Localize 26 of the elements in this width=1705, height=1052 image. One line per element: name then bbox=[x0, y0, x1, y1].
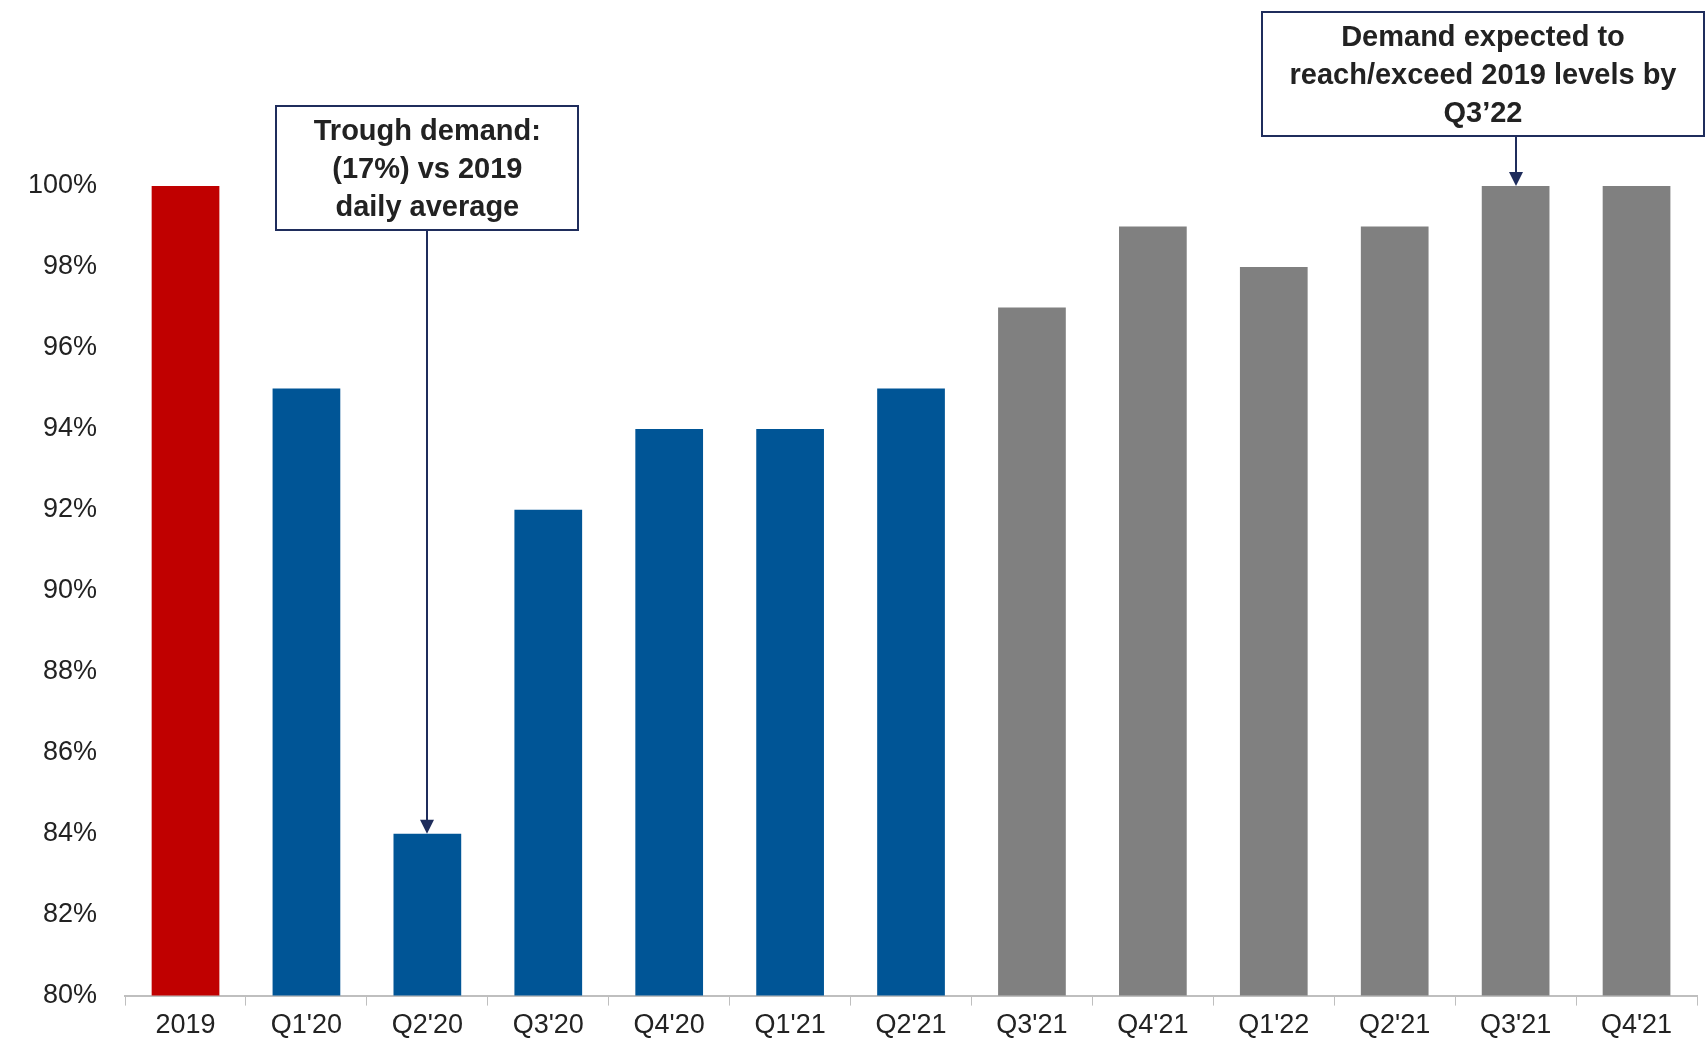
x-tick-label: Q1'21 bbox=[754, 1009, 826, 1040]
annotation: Trough demand: (17%) vs 2019 daily average bbox=[275, 105, 580, 231]
x-tick-label: Q4'21 bbox=[1600, 1009, 1673, 1040]
x-tick-label: Q1'22 bbox=[1238, 1009, 1310, 1040]
y-tick-label: 90% bbox=[43, 574, 98, 605]
y-tick-label: 82% bbox=[43, 898, 98, 929]
x-tick-label: 2019 bbox=[155, 1009, 216, 1040]
y-tick-label: 100% bbox=[27, 169, 98, 200]
text: Demand expected to reach/exceed 2019 levels by Q3’22 bbox=[1261, 11, 1705, 137]
y-tick-label: 88% bbox=[43, 655, 98, 686]
x-tick-label: Q2'21 bbox=[875, 1009, 947, 1040]
x-tick-label: Q4'21 bbox=[1117, 1009, 1189, 1040]
y-tick-label: 96% bbox=[43, 331, 98, 362]
x-tick-label: Q3'21 bbox=[996, 1009, 1068, 1040]
x-tick-label: Q1'20 bbox=[270, 1009, 343, 1040]
x-tick-label: Q4'20 bbox=[633, 1009, 705, 1040]
x-tick-label: Q3'21 bbox=[1480, 1009, 1552, 1040]
y-tick-label: 86% bbox=[43, 736, 98, 767]
x-tick-label: Q2'20 bbox=[391, 1009, 463, 1040]
x-tick-label: Q3'20 bbox=[512, 1009, 584, 1040]
y-tick-label: 98% bbox=[43, 250, 98, 281]
y-tick-label: 80% bbox=[43, 979, 98, 1010]
x-tick-label: Q2'21 bbox=[1359, 1009, 1431, 1040]
y-tick-label: 94% bbox=[43, 412, 98, 443]
y-tick-label: 84% bbox=[43, 817, 98, 848]
y-tick-label: 92% bbox=[43, 493, 98, 524]
